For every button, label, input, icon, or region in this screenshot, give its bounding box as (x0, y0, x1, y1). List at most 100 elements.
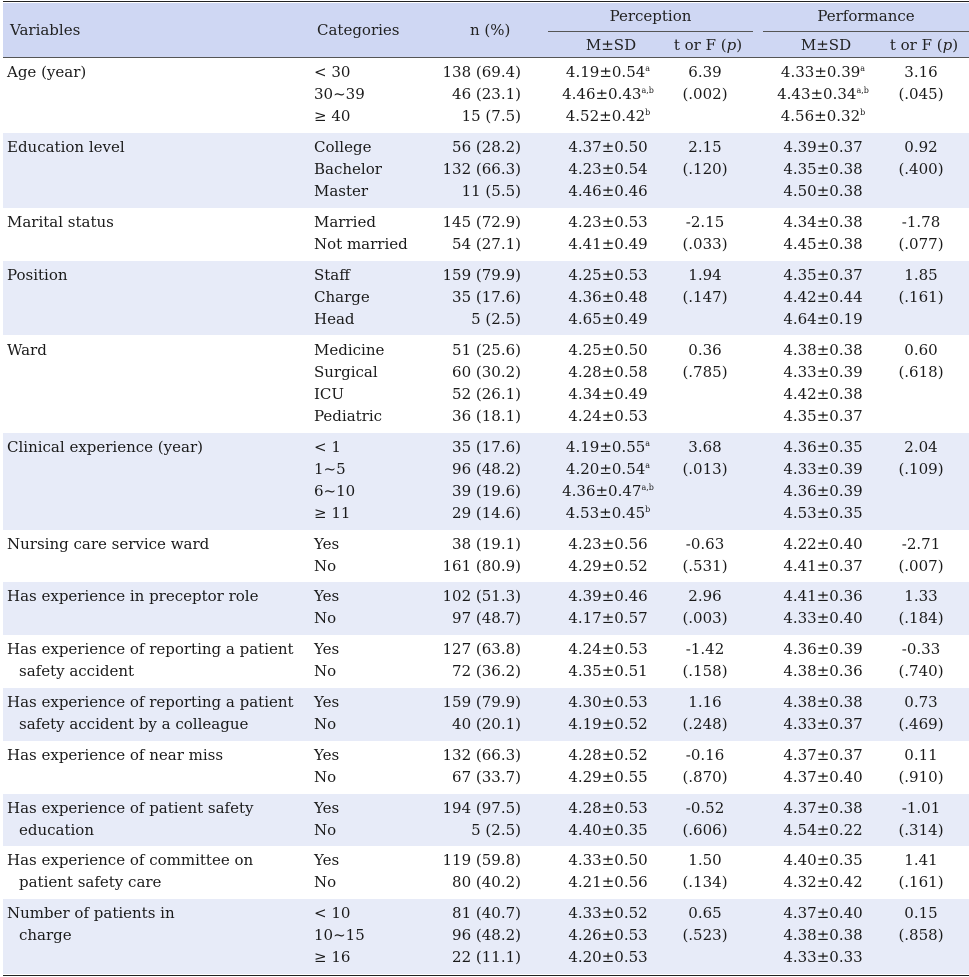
performance-msd-cell-text: 4.38±0.36 (783, 662, 863, 681)
n-cell-text: 38 (19.1) (452, 534, 521, 553)
perception-t-cell: 2.15 (.120) (660, 136, 750, 180)
performance-t-cell: -0.33 (.740) (876, 638, 966, 682)
category-cell-text: < 10 (314, 904, 351, 923)
category-cell: Yes No (314, 691, 434, 735)
performance-t-cell-text: (.314) (898, 820, 944, 839)
performance-t-cell-text: 2.04 (904, 437, 938, 456)
perception-t-cell-text: 6.39 (688, 63, 722, 81)
performance-msd-cell-text: 4.35±0.38 (783, 159, 863, 178)
performance-msd-cell: 4.22±0.40 4.41±0.37 (775, 533, 871, 577)
performance-t-cell-text: 1.41 (904, 851, 938, 870)
perception-msd-cell: 4.33±0.52 4.26±0.53 4.20±0.53 (560, 902, 656, 968)
performance-msd-cell: 4.36±0.35 4.33±0.39 4.36±0.39 4.53±0.35 (775, 436, 871, 524)
category-cell-text: 6~10 (314, 481, 356, 500)
perception-t-cell-text: (.147) (682, 287, 728, 306)
perception-t-cell-text: (.870) (682, 767, 728, 786)
category-cell-text: Yes (314, 692, 340, 711)
performance-msd-cell-text: 4.56±0.32 (780, 107, 861, 126)
perception-msd-cell-text: 4.36±0.47 (562, 481, 642, 500)
performance-t-cell: 1.41 (.161) (876, 849, 966, 893)
performance-msd-cell-text: 4.22±0.40 (783, 534, 863, 553)
performance-msd-cell-text: 4.34±0.38 (783, 212, 863, 231)
n-cell: 102 (51.3) 97 (48.7) (420, 585, 521, 629)
n-cell-text: 96 (48.2) (452, 459, 521, 478)
category-cell-text: Master (314, 182, 369, 201)
table-row: Has experience of near miss Yes No 132 (66.… (3, 741, 969, 794)
superscript-label: a (645, 460, 651, 470)
variable-cell-text: Number of patients in (7, 904, 175, 923)
performance-msd-cell-text: 4.41±0.37 (783, 556, 863, 575)
perception-t-cell-text: (.523) (682, 926, 728, 945)
performance-t-cell-text: (.400) (898, 159, 944, 178)
performance-msd-cell-text: 4.33±0.39 (783, 362, 863, 381)
performance-t-cell-text: -1.01 (901, 798, 941, 817)
n-cell: 145 (72.9) 54 (27.1) (420, 211, 521, 255)
performance-msd-cell-text: 4.41±0.36 (783, 587, 863, 606)
perception-t-cell: 3.68 (.013) (660, 436, 750, 480)
table-row: Clinical experience (year) < 1 1~5 6~10 ≥ 11… (3, 432, 969, 530)
performance-msd-cell-text: 4.32±0.42 (783, 873, 863, 892)
performance-msd-cell-text: 4.33±0.39 (780, 63, 861, 81)
header-performance: Performance (817, 7, 915, 25)
n-cell-text: 52 (26.1) (452, 384, 521, 403)
category-cell-text: < 30 (314, 63, 351, 81)
perception-msd-cell: 4.24±0.53 4.35±0.51 (560, 638, 656, 682)
performance-msd-cell-text: 4.36±0.39 (783, 481, 863, 500)
table-row: Education level College Bachelor Master 56 (… (3, 132, 969, 208)
perception-t-cell-text: (.606) (682, 820, 728, 839)
category-cell: Yes No (314, 533, 434, 577)
performance-msd-cell-text: 4.37±0.40 (783, 904, 863, 923)
perception-msd-cell-text: 4.34±0.49 (568, 384, 648, 403)
header-performance-t: t or F (p) (889, 36, 959, 54)
perception-t-cell-text: (.785) (682, 362, 728, 381)
performance-t-cell-text: -1.78 (901, 212, 941, 231)
performance-t-cell-text: 3.16 (904, 63, 938, 81)
n-cell-text: 81 (40.7) (452, 904, 521, 923)
perception-t-cell-text: (.158) (682, 662, 728, 681)
perception-t-cell-text: 1.16 (688, 692, 722, 711)
perception-t-cell-text: -0.16 (685, 745, 725, 764)
n-cell-text: 80 (40.2) (452, 873, 521, 892)
perception-msd-cell-text: 4.25±0.53 (568, 265, 648, 284)
performance-t-cell: 1.85 (.161) (876, 264, 966, 308)
performance-t-cell-text: (.858) (898, 926, 944, 945)
category-cell: Married Not married (314, 211, 434, 255)
variable-cell: Ward (7, 339, 307, 361)
category-cell: Yes No (314, 849, 434, 893)
variable-cell-text: Has experience in preceptor role (7, 587, 259, 606)
header-perception: Perception (609, 7, 692, 25)
performance-t-cell-text: (.910) (898, 767, 944, 786)
perception-msd-cell-text: 4.35±0.51 (568, 662, 648, 681)
perception-t-cell: 1.50 (.134) (660, 849, 750, 893)
n-cell-text: 96 (48.2) (452, 926, 521, 945)
performance-msd-cell-text: 4.64±0.19 (783, 309, 863, 328)
variable-cell-text: Has experience of reporting a patient (7, 640, 294, 659)
perception-msd-cell: 4.28±0.52 4.29±0.55 (560, 744, 656, 788)
perception-msd-cell-text: 4.29±0.52 (568, 556, 648, 575)
category-cell-text: No (314, 873, 337, 892)
performance-t-cell-text: 0.11 (904, 745, 938, 764)
variable-cell-text: safety accident (19, 662, 135, 681)
perception-msd-cell-text: 4.24±0.53 (568, 406, 648, 425)
header-variables: Variables (10, 21, 81, 39)
category-cell-text: No (314, 714, 337, 733)
category-cell-text: 1~5 (314, 459, 346, 478)
variable-cell-text: Has experience of near miss (7, 745, 224, 764)
perception-msd-cell: 4.30±0.53 4.19±0.52 (560, 691, 656, 735)
n-cell-text: 138 (69.4) (442, 63, 521, 81)
performance-t-cell: 0.92 (.400) (876, 136, 966, 180)
performance-msd-cell: 4.36±0.39 4.38±0.36 (775, 638, 871, 682)
perception-msd-cell: 4.37±0.50 4.23±0.54 4.46±0.46 (560, 136, 656, 202)
n-cell: 119 (59.8) 80 (40.2) (420, 849, 521, 893)
perception-msd-cell-text: 4.65±0.49 (568, 309, 648, 328)
category-cell: Yes No (314, 797, 434, 841)
category-cell-text: Yes (314, 798, 340, 817)
perception-t-cell-text: (.531) (682, 556, 728, 575)
perception-t-cell-text: -2.15 (685, 212, 725, 231)
perception-msd-cell-text: 4.21±0.56 (568, 873, 648, 892)
variable-cell: Position (7, 264, 307, 286)
category-cell-text: Yes (314, 640, 340, 659)
perception-msd-cell-text: 4.23±0.56 (568, 534, 648, 553)
performance-t-cell-text: -2.71 (901, 534, 941, 553)
n-cell: 132 (66.3) 67 (33.7) (420, 744, 521, 788)
